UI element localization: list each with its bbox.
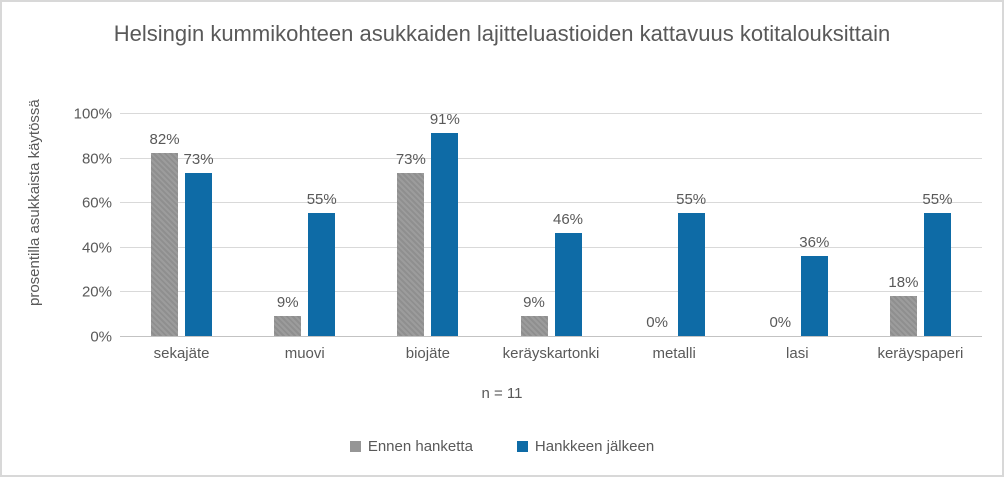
x-tick-label: keräyskartonki xyxy=(502,345,600,362)
gridline xyxy=(120,291,982,293)
bar-value-label: 91% xyxy=(429,111,460,129)
bar-value-label: 73% xyxy=(183,151,214,169)
x-axis-title: n = 11 xyxy=(481,385,523,402)
bar-hankkeen-j-lkeen xyxy=(185,173,213,336)
x-axis-line xyxy=(120,336,982,337)
y-tick-label: 20% xyxy=(81,283,112,301)
x-tick-label: biojäte xyxy=(405,345,450,362)
y-tick-label: 100% xyxy=(73,105,112,123)
gridline xyxy=(120,113,982,114)
bar-hankkeen-j-lkeen xyxy=(431,133,459,336)
bar-ennen-hanketta xyxy=(889,295,917,336)
y-tick-label: 80% xyxy=(81,150,112,168)
bar-value-label: 55% xyxy=(676,191,707,209)
bar-value-label: 18% xyxy=(888,273,919,291)
bar-ennen-hanketta xyxy=(274,315,302,336)
bar-value-label: 55% xyxy=(922,191,953,209)
legend-swatch-icon xyxy=(516,441,528,452)
bar-hankkeen-j-lkeen xyxy=(923,213,951,336)
gridline xyxy=(120,246,982,248)
bar-value-label: 0% xyxy=(769,314,792,331)
legend: Ennen hanketta Hankkeen jälkeen xyxy=(2,438,1002,455)
y-tick-label: 60% xyxy=(81,194,112,212)
chart-title: Helsingin kummikohteen asukkaiden lajitt… xyxy=(113,21,891,46)
bar-value-label: 73% xyxy=(395,151,426,169)
legend-item: Hankkeen jälkeen xyxy=(516,438,655,455)
bar-value-label: 9% xyxy=(523,293,545,311)
bar-ennen-hanketta xyxy=(520,315,548,336)
bar-hankkeen-j-lkeen xyxy=(800,255,828,336)
bar-hankkeen-j-lkeen xyxy=(308,213,336,336)
x-tick-label: lasi xyxy=(786,345,809,362)
x-tick-label: muovi xyxy=(284,345,325,362)
legend-label: Hankkeen jälkeen xyxy=(534,438,655,455)
bar-value-label: 9% xyxy=(276,293,299,311)
bar-value-label: 46% xyxy=(552,211,584,229)
bar-ennen-hanketta xyxy=(151,153,179,336)
legend-swatch-icon xyxy=(349,441,361,452)
y-tick-label: 40% xyxy=(81,239,112,257)
bar-hankkeen-j-lkeen xyxy=(677,213,705,336)
x-tick-label: sekajäte xyxy=(153,345,210,362)
bar-value-label: 0% xyxy=(646,314,668,331)
bar-value-label: 55% xyxy=(306,191,337,209)
legend-item: Ennen hanketta xyxy=(349,438,473,455)
gridline xyxy=(120,157,982,159)
bar-value-label: 82% xyxy=(149,131,180,149)
y-tick-label: 0% xyxy=(90,328,112,346)
legend-label: Ennen hanketta xyxy=(367,438,473,455)
plot-area: 82% 9% 73% 9% 0% 0% 18% 73% 55% 91% 46% 55% 36% 55% xyxy=(120,111,982,337)
bar-ennen-hanketta xyxy=(397,173,425,336)
x-tick-label: keräyspaperi xyxy=(877,345,964,362)
bar-value-label: 36% xyxy=(799,233,830,251)
gridline xyxy=(120,202,982,204)
bar-hankkeen-j-lkeen xyxy=(554,233,582,336)
x-tick-label: metalli xyxy=(652,345,696,362)
